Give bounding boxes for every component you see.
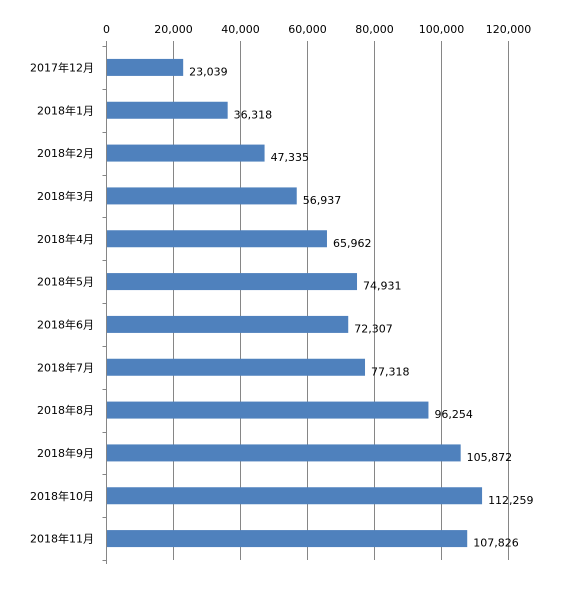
bar-8 bbox=[107, 358, 366, 376]
bar-11 bbox=[107, 487, 483, 505]
data-label: 112,259 bbox=[488, 494, 533, 507]
data-label: 56,937 bbox=[303, 194, 342, 207]
data-label: 47,335 bbox=[271, 151, 310, 164]
bar-5 bbox=[107, 230, 327, 248]
category-label: 2018年1月 bbox=[37, 103, 94, 117]
x-tick-label: 80,000 bbox=[355, 23, 394, 36]
data-label: 96,254 bbox=[434, 408, 473, 421]
category-label: 2018年7月 bbox=[37, 360, 94, 374]
data-label: 36,318 bbox=[234, 108, 272, 121]
x-tick-label: 40,000 bbox=[221, 23, 260, 36]
data-label: 23,039 bbox=[189, 65, 228, 78]
category-label: 2018年9月 bbox=[37, 446, 94, 460]
category-label: 2018年4月 bbox=[37, 232, 94, 246]
bar-7 bbox=[107, 315, 349, 333]
category-label: 2018年8月 bbox=[37, 403, 94, 417]
bar-9 bbox=[107, 401, 429, 419]
data-label: 107,826 bbox=[473, 537, 519, 550]
data-label: 74,931 bbox=[363, 280, 402, 293]
x-tick-label: 120,000 bbox=[486, 23, 532, 36]
data-label: 77,318 bbox=[371, 365, 410, 378]
bar-1 bbox=[107, 58, 184, 76]
category-label: 2017年12月 bbox=[30, 60, 94, 74]
data-label: 72,307 bbox=[354, 322, 393, 335]
x-tick-label: 100,000 bbox=[419, 23, 465, 36]
x-tick-label: 0 bbox=[103, 23, 110, 36]
category-label: 2018年6月 bbox=[37, 317, 94, 331]
bar-10 bbox=[107, 444, 461, 462]
bar-4 bbox=[107, 187, 297, 205]
bar-3 bbox=[107, 144, 265, 162]
category-label: 2018年2月 bbox=[37, 146, 94, 160]
data-label: 65,962 bbox=[333, 237, 372, 250]
x-tick-label: 60,000 bbox=[288, 23, 327, 36]
category-label: 2018年5月 bbox=[37, 275, 94, 289]
category-label: 2018年10月 bbox=[30, 489, 94, 503]
bar-2 bbox=[107, 101, 228, 119]
data-label: 105,872 bbox=[467, 451, 513, 464]
category-label: 2018年11月 bbox=[30, 532, 94, 546]
category-label: 2018年3月 bbox=[37, 189, 94, 203]
bar-12 bbox=[107, 530, 468, 548]
bar-6 bbox=[107, 273, 358, 291]
x-tick-label: 20,000 bbox=[154, 23, 193, 36]
